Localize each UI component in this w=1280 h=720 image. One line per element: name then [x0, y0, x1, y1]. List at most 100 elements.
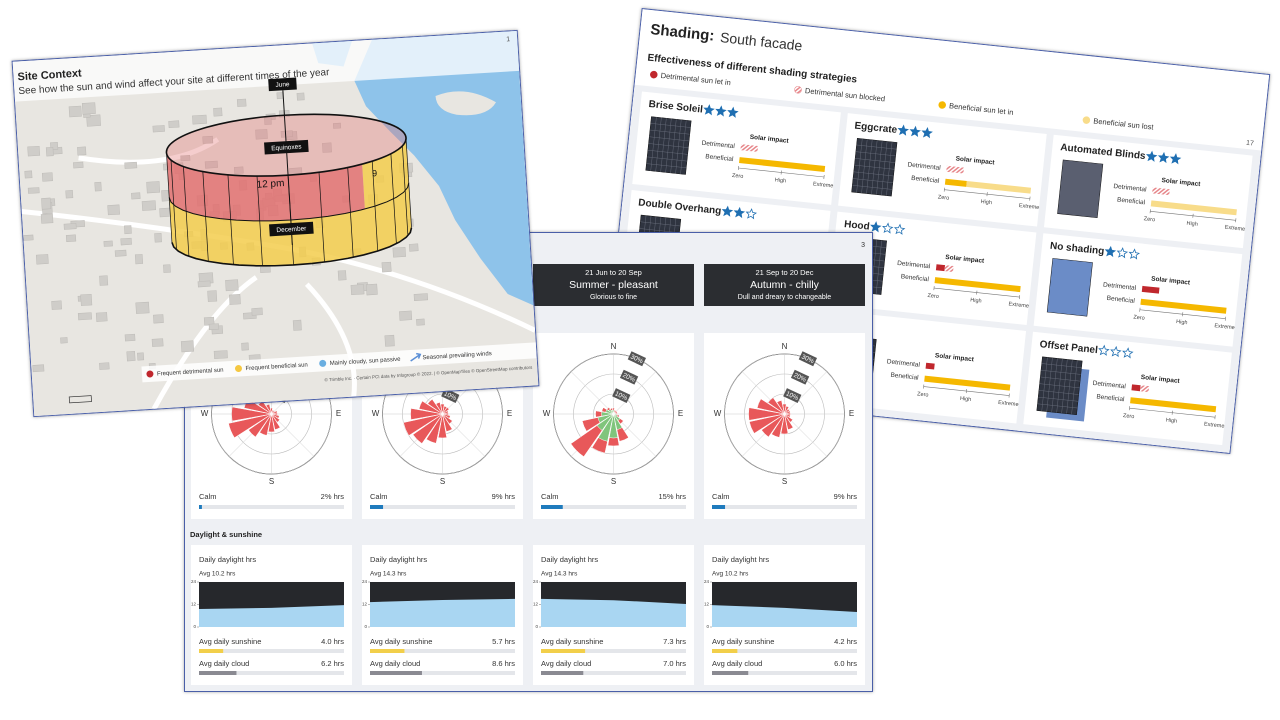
building	[124, 225, 132, 235]
beneficial-petal	[608, 408, 614, 415]
detrimental-petal	[776, 400, 785, 415]
building	[81, 102, 96, 115]
sun-label: December	[276, 225, 307, 234]
building	[381, 261, 392, 273]
detrimental-petal	[756, 398, 785, 415]
detrimental-petal	[782, 403, 787, 415]
page-title: Shading:	[650, 21, 716, 45]
thumbnail-grid	[875, 240, 882, 295]
building	[332, 122, 342, 129]
building	[413, 293, 429, 301]
direction-label: S	[440, 477, 445, 486]
impact-tick-label: Extreme	[1214, 323, 1235, 331]
sun-path-hour-line	[166, 152, 173, 243]
cloud-track	[541, 671, 686, 675]
building	[350, 284, 365, 296]
sunshine-value: 5.7 hrs	[492, 637, 515, 646]
building	[27, 145, 41, 157]
sun-path-hour-line	[405, 137, 412, 228]
building	[180, 154, 191, 162]
ring-label-bg	[798, 351, 818, 367]
building	[152, 125, 165, 133]
ring-label-text: 10%	[614, 390, 629, 402]
detrimental-petal	[437, 413, 448, 439]
rating-star	[893, 223, 906, 235]
rating-star	[1146, 150, 1158, 162]
island	[435, 91, 497, 116]
y-tick-label: 12	[362, 602, 368, 607]
y-tick-label: 24	[704, 579, 710, 584]
ring-label: 30%	[798, 351, 818, 367]
sun-label: 9	[372, 168, 378, 178]
beneficial-petal	[613, 413, 623, 430]
page-number: 1	[506, 36, 510, 43]
sunshine-track	[370, 649, 515, 653]
impact-tick-label: Zero	[917, 391, 929, 398]
sun-path-hour-line	[170, 160, 177, 250]
cloud-track	[370, 671, 515, 675]
building	[65, 234, 77, 242]
sunshine-bar	[370, 649, 405, 653]
building	[233, 166, 244, 174]
impact-tick-label: Extreme	[813, 181, 834, 189]
ring-label-bg	[441, 388, 460, 404]
rating-star	[1157, 151, 1170, 164]
legend-label: Frequent beneficial sun	[245, 362, 308, 372]
detrimental-petal	[442, 413, 453, 432]
direction-label: S	[611, 477, 616, 486]
detrimental-label: Detrimental	[897, 260, 931, 270]
y-tick-label: 0	[706, 624, 709, 629]
building	[80, 293, 93, 306]
detrimental-petal	[410, 408, 443, 420]
legend-swatch	[650, 70, 658, 79]
rating-star	[921, 127, 933, 139]
detrimental-label: Detrimental	[1092, 380, 1126, 390]
sun-path-hour-line	[227, 174, 234, 265]
building	[208, 323, 220, 330]
detrimental-petal	[748, 407, 785, 421]
direction-label: N	[611, 342, 617, 351]
beneficial-bar	[739, 157, 826, 173]
building	[264, 117, 272, 125]
detrimental-bar	[1139, 385, 1150, 393]
ring-label-bg	[783, 388, 802, 404]
strategy-name: Eggcrate	[854, 121, 898, 136]
impact-title: Solar impact	[955, 155, 995, 166]
sunshine-track	[199, 649, 344, 653]
legend-label: Frequent detrimental sun	[157, 368, 224, 378]
detrimental-bar	[740, 144, 759, 152]
calm-track	[712, 505, 857, 509]
ring-label-bg	[790, 369, 810, 385]
building	[86, 114, 101, 127]
building	[337, 270, 347, 281]
road	[78, 137, 220, 165]
calm-bar	[199, 505, 202, 509]
rating-star	[745, 208, 758, 220]
road	[304, 282, 357, 397]
detrimental-label: Detrimental	[701, 140, 735, 150]
ring-label: 10%	[612, 388, 631, 404]
daylight-area	[370, 598, 515, 627]
chart-label: Daily daylight hrs	[712, 555, 769, 564]
impact-tick-label: Zero	[732, 173, 744, 180]
beneficial-label: Beneficial	[911, 175, 940, 185]
building	[408, 243, 419, 252]
cloud-bar	[541, 671, 584, 675]
impact-tick-label: Zero	[1133, 315, 1145, 322]
season-header	[533, 264, 694, 306]
beneficial-petal	[598, 413, 614, 442]
detrimental-petal	[271, 413, 281, 423]
detrimental-petal	[442, 407, 450, 415]
detrimental-petal	[403, 413, 443, 436]
detrimental-petal	[412, 413, 443, 444]
legend-swatch	[794, 86, 802, 94]
avg-daylight: Avg 14.3 hrs	[370, 571, 407, 578]
impact-tick-label: High	[1165, 418, 1177, 425]
y-tick-label: 0	[364, 624, 367, 629]
strategy-name: Hood	[844, 219, 871, 233]
legend-swatch	[319, 359, 327, 367]
